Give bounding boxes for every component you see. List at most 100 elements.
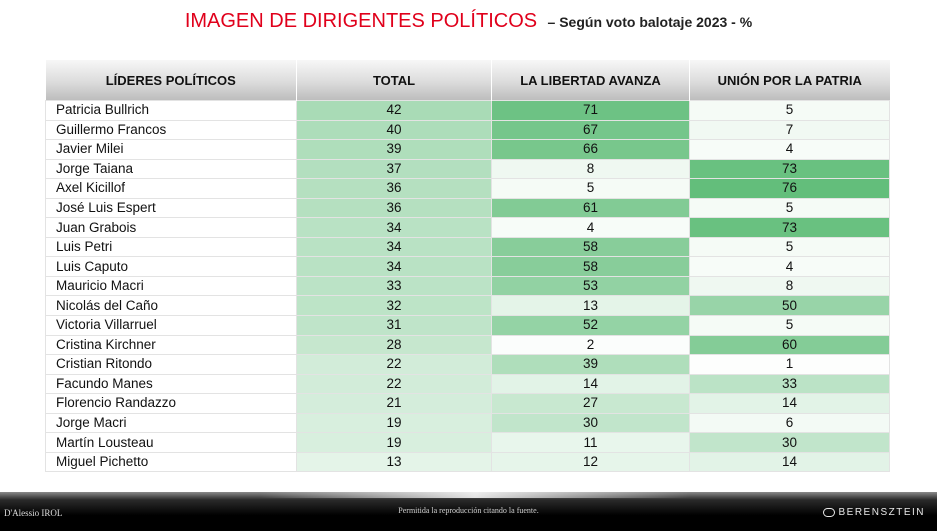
total-cell: 34 bbox=[296, 217, 492, 238]
footer-glow bbox=[260, 492, 690, 498]
table-row: Juan Grabois 34 4 73 bbox=[45, 217, 890, 238]
table-row: Facundo Manes 22 14 33 bbox=[45, 373, 890, 395]
uxp-cell: 33 bbox=[689, 373, 890, 395]
total-cell: 21 bbox=[296, 393, 492, 414]
total-cell: 22 bbox=[296, 373, 492, 395]
leader-name-cell: Victoria Villarruel bbox=[45, 315, 297, 336]
table-row: Cristian Ritondo 22 39 1 bbox=[45, 354, 890, 375]
leader-name-cell: Florencio Randazzo bbox=[45, 393, 297, 414]
total-cell: 36 bbox=[296, 197, 492, 219]
table-row: Martín Lousteau 19 11 30 bbox=[45, 432, 890, 453]
total-cell: 33 bbox=[296, 275, 492, 297]
total-cell: 42 bbox=[296, 100, 492, 121]
lla-cell: 2 bbox=[491, 334, 690, 356]
uxp-cell: 5 bbox=[689, 315, 890, 336]
total-cell: 22 bbox=[296, 354, 492, 375]
uxp-cell: 73 bbox=[689, 217, 890, 238]
uxp-cell: 30 bbox=[689, 432, 890, 453]
total-cell: 39 bbox=[296, 139, 492, 160]
uxp-cell: 4 bbox=[689, 256, 890, 277]
table-row: Victoria Villarruel 31 52 5 bbox=[45, 315, 890, 336]
total-cell: 34 bbox=[296, 256, 492, 277]
uxp-cell: 8 bbox=[689, 275, 890, 297]
table-row: Javier Milei 39 66 4 bbox=[45, 139, 890, 160]
leader-name-cell: José Luis Espert bbox=[45, 197, 297, 219]
lla-cell: 39 bbox=[491, 354, 690, 375]
uxp-cell: 14 bbox=[689, 451, 890, 473]
lla-cell: 71 bbox=[491, 100, 690, 121]
uxp-cell: 5 bbox=[689, 197, 890, 219]
uxp-cell: 5 bbox=[689, 236, 890, 258]
berensztein-logo-text: BERENSZTEIN bbox=[838, 507, 925, 518]
lla-cell: 67 bbox=[491, 119, 690, 141]
leader-name-cell: Cristian Ritondo bbox=[45, 354, 297, 375]
berensztein-logo: BERENSZTEIN bbox=[823, 507, 925, 518]
lla-cell: 12 bbox=[491, 451, 690, 473]
lla-cell: 53 bbox=[491, 275, 690, 297]
uxp-cell: 73 bbox=[689, 158, 890, 180]
lla-cell: 58 bbox=[491, 256, 690, 277]
table-row: Luis Caputo 34 58 4 bbox=[45, 256, 890, 277]
uxp-cell: 50 bbox=[689, 295, 890, 317]
total-cell: 40 bbox=[296, 119, 492, 141]
table-row: Axel Kicillof 36 5 76 bbox=[45, 178, 890, 199]
total-cell: 36 bbox=[296, 178, 492, 199]
table-row: Luis Petri 34 58 5 bbox=[45, 236, 890, 258]
uxp-cell: 14 bbox=[689, 393, 890, 414]
leader-name-cell: Patricia Bullrich bbox=[45, 100, 297, 121]
leader-name-cell: Miguel Pichetto bbox=[45, 451, 297, 473]
column-header-lla: LA LIBERTAD AVANZA bbox=[491, 60, 690, 101]
total-cell: 13 bbox=[296, 451, 492, 473]
uxp-cell: 1 bbox=[689, 354, 890, 375]
leader-name-cell: Javier Milei bbox=[45, 139, 297, 160]
table-row: Guillermo Francos 40 67 7 bbox=[45, 119, 890, 141]
lla-cell: 14 bbox=[491, 373, 690, 395]
total-cell: 31 bbox=[296, 315, 492, 336]
lla-cell: 66 bbox=[491, 139, 690, 160]
uxp-cell: 4 bbox=[689, 139, 890, 160]
total-cell: 37 bbox=[296, 158, 492, 180]
leader-name-cell: Nicolás del Caño bbox=[45, 295, 297, 317]
column-header-uxp: UNIÓN POR LA PATRIA bbox=[689, 60, 890, 101]
column-header-leaders: LÍDERES POLÍTICOS bbox=[45, 60, 297, 101]
footer-bar: D'Alessio IROL Permitida la reproducción… bbox=[0, 492, 937, 531]
table-row: José Luis Espert 36 61 5 bbox=[45, 197, 890, 219]
total-cell: 32 bbox=[296, 295, 492, 317]
leader-name-cell: Mauricio Macri bbox=[45, 275, 297, 297]
table-header-row: LÍDERES POLÍTICOS TOTAL LA LIBERTAD AVAN… bbox=[45, 60, 890, 101]
uxp-cell: 60 bbox=[689, 334, 890, 356]
lla-cell: 11 bbox=[491, 432, 690, 453]
lla-cell: 5 bbox=[491, 178, 690, 199]
table-row: Patricia Bullrich 42 71 5 bbox=[45, 100, 890, 121]
leader-name-cell: Martín Lousteau bbox=[45, 432, 297, 453]
leader-name-cell: Cristina Kirchner bbox=[45, 334, 297, 356]
page-subtitle: – Según voto balotaje 2023 - % bbox=[547, 14, 753, 30]
total-cell: 34 bbox=[296, 236, 492, 258]
leader-name-cell: Luis Petri bbox=[45, 236, 297, 258]
total-cell: 19 bbox=[296, 432, 492, 453]
lla-cell: 27 bbox=[491, 393, 690, 414]
lla-cell: 8 bbox=[491, 158, 690, 180]
table-row: Florencio Randazzo 21 27 14 bbox=[45, 393, 890, 414]
lla-cell: 52 bbox=[491, 315, 690, 336]
report-title: IMAGEN DE DIRIGENTES POLÍTICOS – Según v… bbox=[0, 10, 937, 33]
berensztein-mark-icon bbox=[823, 508, 836, 517]
lla-cell: 30 bbox=[491, 412, 690, 434]
table-row: Nicolás del Caño 32 13 50 bbox=[45, 295, 890, 317]
dalessio-logo: D'Alessio IROL bbox=[4, 508, 63, 518]
table-body: Patricia Bullrich 42 71 5 Guillermo Francos 4… bbox=[45, 100, 890, 473]
total-cell: 19 bbox=[296, 412, 492, 434]
page-title: IMAGEN DE DIRIGENTES POLÍTICOS bbox=[184, 10, 538, 32]
lla-cell: 4 bbox=[491, 217, 690, 238]
leader-name-cell: Jorge Macri bbox=[45, 412, 297, 434]
uxp-cell: 7 bbox=[689, 119, 890, 141]
column-header-total: TOTAL bbox=[296, 60, 492, 101]
leader-name-cell: Juan Grabois bbox=[45, 217, 297, 238]
leader-name-cell: Facundo Manes bbox=[45, 373, 297, 395]
table-row: Mauricio Macri 33 53 8 bbox=[45, 275, 890, 297]
reproduction-note: Permitida la reproducción citando la fue… bbox=[398, 506, 539, 515]
lla-cell: 13 bbox=[491, 295, 690, 317]
leader-name-cell: Jorge Taiana bbox=[45, 158, 297, 180]
lla-cell: 61 bbox=[491, 197, 690, 219]
uxp-cell: 76 bbox=[689, 178, 890, 199]
